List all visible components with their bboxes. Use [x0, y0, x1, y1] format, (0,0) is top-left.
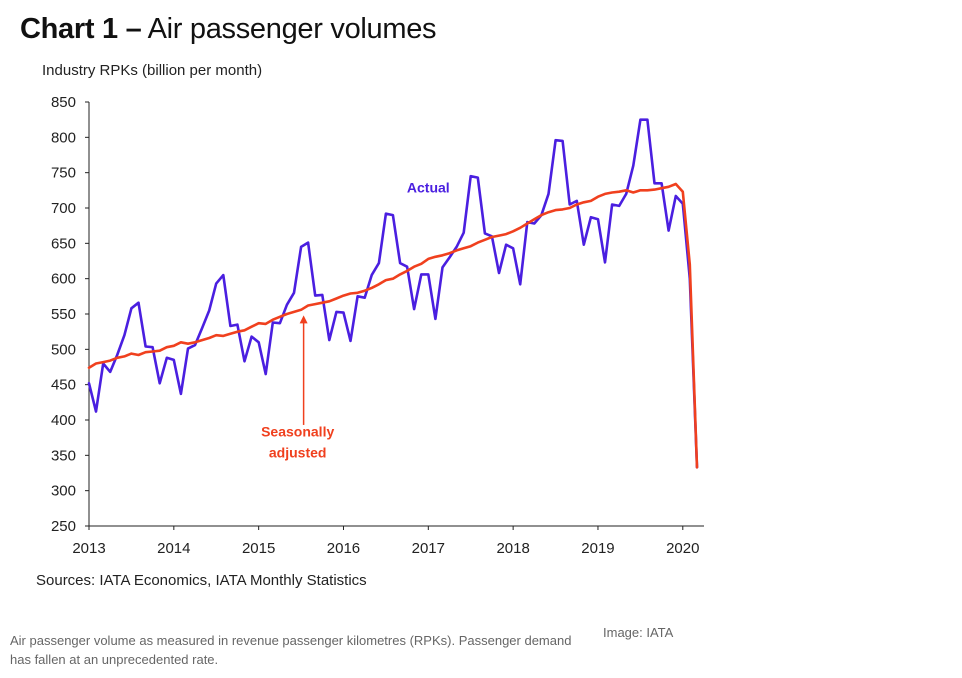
chart-title: Chart 1 – Air passenger volumes	[20, 13, 437, 46]
y-tick-label: 750	[51, 165, 76, 182]
x-tick-label: 2013	[72, 540, 105, 557]
image-credit: Image: IATA	[603, 625, 674, 640]
annotation-label-adjusted: adjusted	[269, 444, 327, 460]
seasonally-adjusted-series-line	[87, 182, 699, 469]
y-tick-label: 500	[51, 341, 76, 358]
x-tick-label: 2017	[412, 540, 445, 557]
x-tick-label: 2019	[581, 540, 614, 557]
x-tick-label: 2015	[242, 540, 275, 557]
chart-title-number: Chart 1 –	[20, 13, 142, 45]
y-tick-label: 400	[51, 412, 76, 429]
y-axis-label: Industry RPKs (billion per month)	[42, 62, 263, 79]
chart-series	[87, 118, 699, 469]
chart-axes: 250 300 350 400 450 500 550 600 650 700 750 800 850 2…	[51, 94, 704, 557]
line-chart: 250 300 350 400 450 500 550 600 650 700 750 800 850 2…	[51, 94, 704, 557]
y-tick-label: 800	[51, 129, 76, 146]
chart-sources: Sources: IATA Economics, IATA Monthly St…	[36, 572, 367, 589]
annotation-label-actual: Actual	[407, 179, 450, 195]
image-caption: Air passenger volume as measured in reve…	[10, 633, 572, 667]
chart-annotations: Actual Seasonally adjusted	[261, 179, 450, 460]
annotation-label-seasonally: Seasonally	[261, 423, 334, 439]
y-tick-label: 650	[51, 235, 76, 252]
y-tick-label: 300	[51, 483, 76, 500]
y-tick-label: 350	[51, 447, 76, 464]
y-tick-label: 600	[51, 271, 76, 288]
y-tick-label: 450	[51, 377, 76, 394]
y-tick-label: 250	[51, 518, 76, 535]
chart-panel	[0, 0, 760, 610]
x-tick-label: 2018	[496, 540, 529, 557]
x-tick-label: 2014	[157, 540, 190, 557]
y-tick-label: 700	[51, 200, 76, 217]
chart-title-text: Air passenger volumes	[147, 13, 437, 45]
y-tick-label: 850	[51, 94, 76, 111]
annotation-arrow-head	[299, 315, 308, 324]
actual-series-line	[87, 118, 699, 469]
y-tick-label: 550	[51, 306, 76, 323]
x-tick-label: 2016	[327, 540, 360, 557]
x-tick-label: 2020	[666, 540, 699, 557]
